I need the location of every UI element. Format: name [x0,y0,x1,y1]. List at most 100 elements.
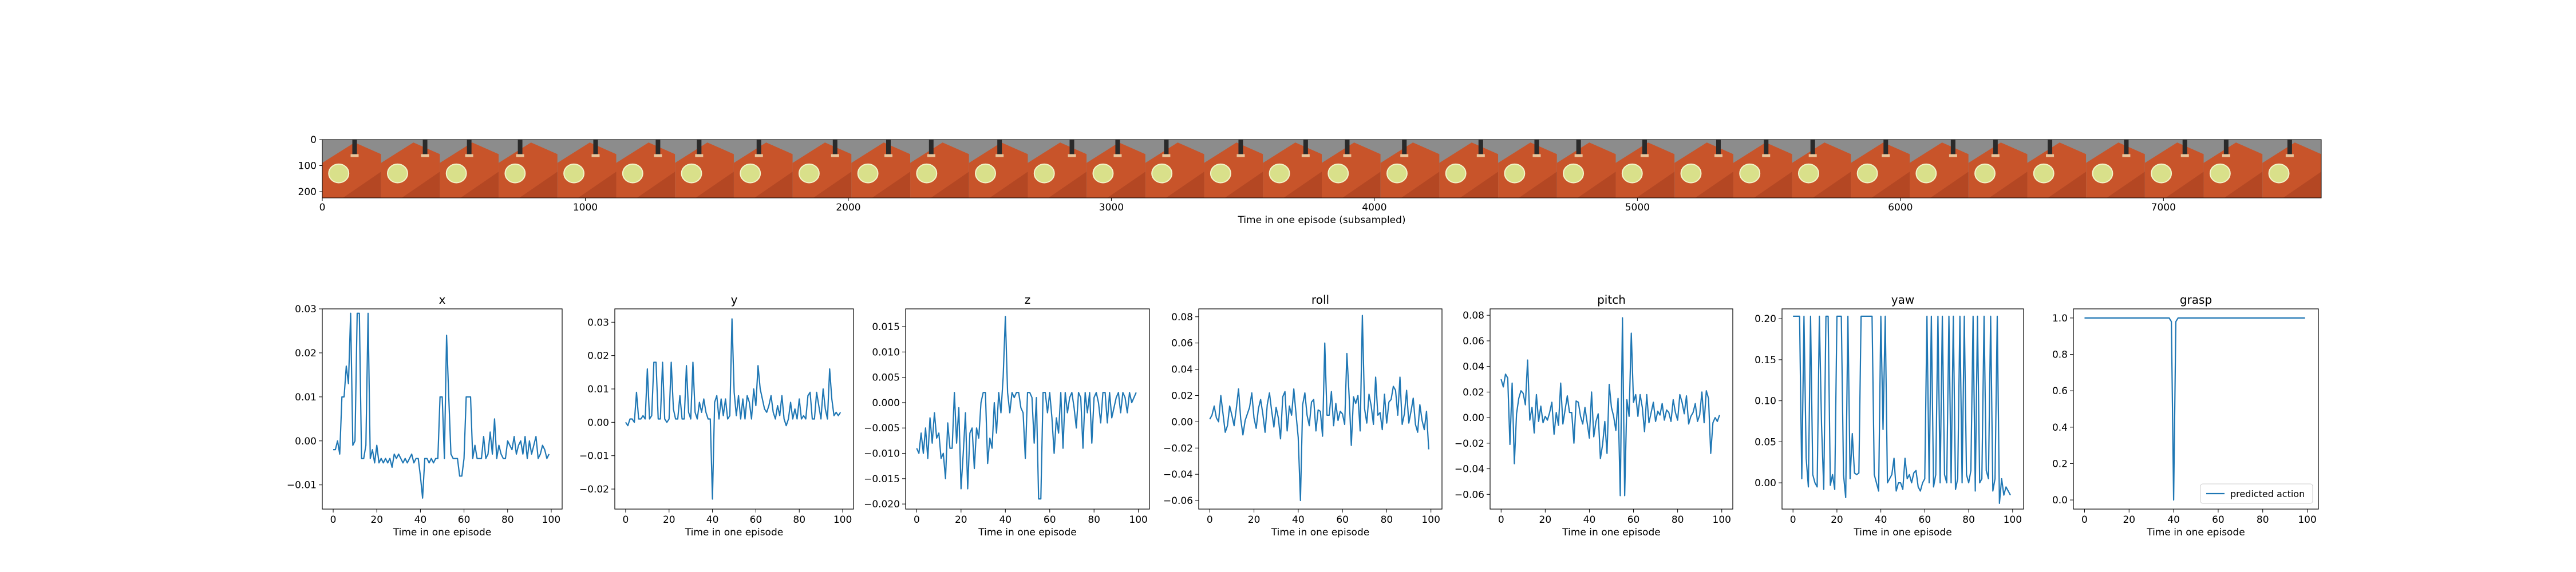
y-tick-label: 0.2 [2052,458,2068,470]
x-tick-label: 20 [1248,514,1261,526]
frame-gripper-tip [2122,154,2131,157]
x-tick-label: 0 [623,514,629,526]
x-tick-label: 40 [414,514,427,526]
frame-gripper-tip [591,154,600,157]
frame-plate [387,163,408,184]
frame-gripper [593,140,598,156]
frame-plate [1915,163,1937,184]
frame-plate [1210,163,1231,184]
frame-gripper [467,140,472,156]
chart-title: z [1025,293,1031,307]
episode-frame [1204,140,1263,198]
episode-frame [440,140,499,198]
episode-frame [1851,140,1910,198]
frame-table-shadow [2107,172,2145,198]
y-tick-label: 0.010 [872,347,900,358]
series-line [2084,317,2305,501]
frame-gripper [2048,140,2053,156]
episode-frame [792,140,852,198]
frame-plate [1739,163,1761,184]
plot-frame [1198,308,1443,510]
frame-gripper-tip [1640,154,1649,157]
episode-frame [2203,140,2263,198]
y-tick-label: 0.6 [2052,386,2068,397]
y-tick-label: 0.00 [1171,416,1193,428]
x-tick-label: 40 [999,514,1012,526]
x-tick-label: 0 [1790,514,1796,526]
frame-gripper [1478,140,1483,156]
episode-frame [557,140,617,198]
y-tick-label: 0.8 [2052,349,2068,361]
y-tick-label: −0.02 [1455,438,1484,450]
series-line [916,316,1137,500]
x-axis-label: Time in one episode [393,527,491,538]
frame-gripper [697,140,702,156]
x-tick-label: 20 [370,514,383,526]
frame-plate [1033,163,1055,184]
episode-frame [1498,140,1558,198]
episode-frame [1145,140,1205,198]
y-tick-label: 0.01 [587,384,609,395]
frame-plate [1386,163,1408,184]
frame-table-shadow [1342,172,1381,198]
x-tick-label: 40 [2167,514,2180,526]
frame-plate [1974,163,1996,184]
x-tick-label: 60 [750,514,762,526]
frame-plate [445,163,467,184]
x-tick-label: 100 [1713,514,1731,526]
y-tick-label: 0.00 [1755,478,1776,489]
y-tick-label: 0.04 [1171,364,1193,376]
episode-frame [1968,140,2028,198]
y-tick-label: −0.06 [1163,495,1193,507]
frame-plate [2268,163,2290,184]
frame-plate [622,163,643,184]
frame-table-shadow [519,172,558,198]
y-tick-label: 0.04 [1463,362,1484,373]
frame-gripper [832,140,837,156]
x-axis-label: Time in one episode [685,527,783,538]
frame-plate [916,163,938,184]
frame-table-shadow [1930,172,1969,198]
frame-plate [1621,163,1643,184]
strip-x-axis-label: Time in one episode (subsampled) [1237,214,1405,226]
y-tick-label: 0.00 [295,436,317,447]
x-tick-label: 80 [1962,514,1975,526]
x-tick-label: 60 [1627,514,1640,526]
frame-table-shadow [1107,172,1145,198]
frame-gripper [1716,140,1721,156]
frame-gripper-tip [1714,154,1722,157]
frame-table-shadow [989,172,1028,198]
frame-plate [563,163,585,184]
frame-plate [328,163,350,184]
episode-frame [1086,140,1146,198]
y-tick-label: 0.08 [1463,310,1484,321]
y-tick-label: 0.05 [1755,436,1776,448]
chart-pitch: 0 20 40 60 80 100 −0.06 −0.04 −0.02 0.00 0.02 0.04 0… [1455,293,1733,538]
frame-table-shadow [931,172,969,198]
frame-plate [1856,163,1878,184]
y-tick-label: 0.03 [295,304,317,315]
plot-area [1199,309,1442,509]
episode-frame [381,140,440,198]
image-strip-panel: 0 1000 2000 3000 4000 5000 6000 7000 0 100 200 Time… [298,134,2322,226]
x-tick-label: 80 [1672,514,1684,526]
y-tick-label: 0.005 [872,372,900,384]
frame-gripper-tip [927,154,935,157]
frame-table-shadow [872,172,911,198]
frame-gripper [997,140,1002,156]
frame-table-shadow [1224,172,1263,198]
image-strip-frame [322,139,2322,198]
frame-gripper-tip [1949,154,1957,157]
x-tick-label: 60 [1044,514,1056,526]
frame-gripper-tip [1113,154,1122,157]
x-tick-label: 60 [1919,514,1931,526]
frame-table-shadow [1753,172,1792,198]
strip-y-tick-label: 200 [298,186,317,198]
frame-gripper-tip [465,154,473,157]
series-line [1209,315,1429,502]
y-tick-label: 0.015 [872,321,900,333]
y-tick-label: −0.04 [1455,464,1484,475]
strip-x-tick-label: 7000 [2151,202,2176,213]
